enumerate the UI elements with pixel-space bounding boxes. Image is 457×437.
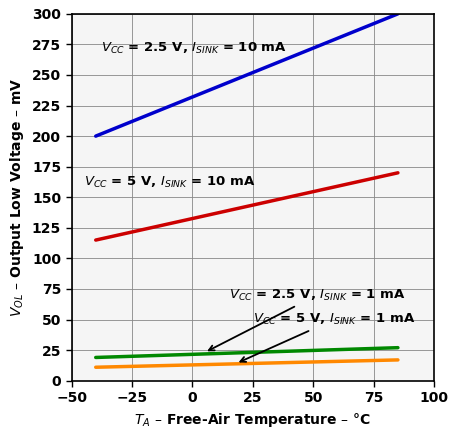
Text: $V_{CC}$ = 2.5 V, $I_{SINK}$ = 10 mA: $V_{CC}$ = 2.5 V, $I_{SINK}$ = 10 mA: [101, 41, 287, 55]
Text: $V_{CC}$ = 5 V, $I_{SINK}$ = 10 mA: $V_{CC}$ = 5 V, $I_{SINK}$ = 10 mA: [84, 175, 255, 190]
X-axis label: $T_A$ – Free-Air Temperature – °C: $T_A$ – Free-Air Temperature – °C: [134, 411, 371, 429]
Text: $V_{CC}$ = 5 V, $I_{SINK}$ = 1 mA: $V_{CC}$ = 5 V, $I_{SINK}$ = 1 mA: [240, 312, 415, 362]
Text: $V_{CC}$ = 2.5 V, $I_{SINK}$ = 1 mA: $V_{CC}$ = 2.5 V, $I_{SINK}$ = 1 mA: [209, 288, 405, 350]
Y-axis label: $V_{OL}$ – Output Low Voltage – mV: $V_{OL}$ – Output Low Voltage – mV: [8, 78, 27, 317]
